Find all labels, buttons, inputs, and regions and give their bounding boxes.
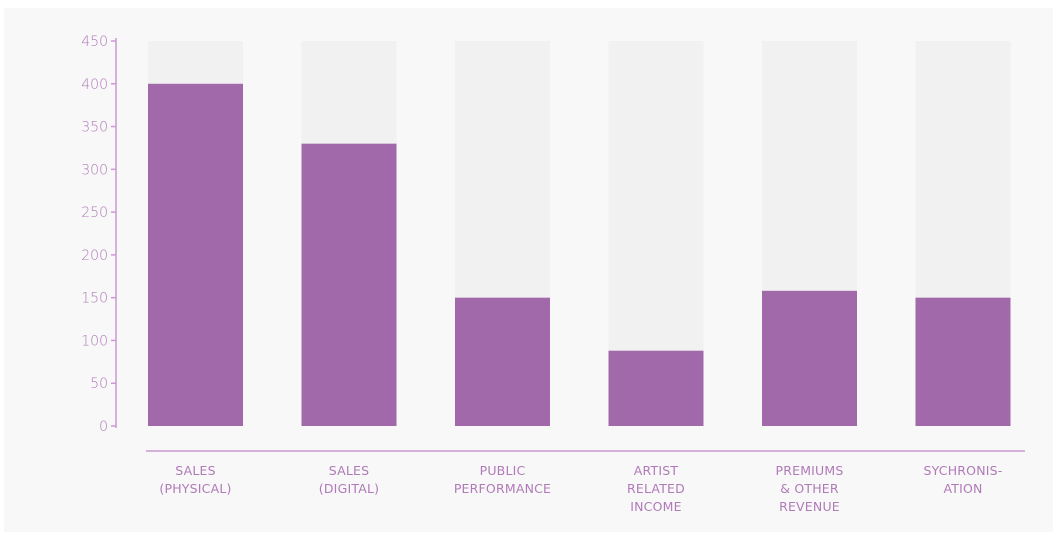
x-category-label: PUBLIC PERFORMANCE [454,463,551,496]
y-tick-label: 300 [81,162,108,178]
y-tick-label: 350 [81,120,108,136]
track-layer [148,41,1011,426]
x-category-label-line: (DIGITAL) [319,481,379,496]
y-tick-label: 250 [81,205,108,221]
bar [915,297,1011,426]
bars-layer [148,83,1011,427]
x-category-label-line: RELATED [627,481,685,496]
x-category-labels: SALES (PHYSICAL) SALES (DIGITAL) PUBLIC PERFO… [159,463,1002,514]
y-tick-label: 100 [81,333,108,349]
y-tick-label: 200 [81,248,108,264]
bar-chart: 0 50 100 150 200 250 300 350 400 450 SALES (PHYSIC… [81,34,1025,514]
x-category-label-line: REVENUE [779,499,840,514]
bar [455,297,550,426]
chart-panel: 0 50 100 150 200 250 300 350 400 450 SALES (PHYSIC… [4,8,1053,532]
axis-layer [111,38,1025,452]
y-tick-label: 450 [81,34,108,50]
y-tick-labels: 0 50 100 150 200 250 300 350 400 450 [81,34,108,435]
x-category-label: ARTIST RELATED INCOME [627,463,685,514]
x-category-label-line: SYCHRONIS- [923,463,1002,478]
y-tick-label: 150 [81,291,108,307]
x-category-label: SYCHRONIS- ATION [923,463,1002,496]
y-tick-label: 400 [81,77,108,93]
x-category-label-line: INCOME [630,499,682,514]
x-category-label-line: (PHYSICAL) [159,481,231,496]
x-category-label-line: ATION [943,481,982,496]
x-category-label-line: & OTHER [780,481,839,496]
x-category-label-line: SALES [329,463,370,478]
x-category-label: PREMIUMS & OTHER REVENUE [775,463,843,514]
x-category-label-line: PUBLIC [480,463,526,478]
x-category-label-line: PERFORMANCE [454,481,551,496]
x-category-label-line: PREMIUMS [775,463,843,478]
bar [301,143,397,426]
x-category-label: SALES (PHYSICAL) [159,463,231,496]
x-category-label-line: SALES [175,463,216,478]
y-tick-label: 0 [99,419,108,435]
x-category-label: SALES (DIGITAL) [319,463,379,496]
bar [148,83,243,427]
bar [762,290,857,426]
x-category-label-line: ARTIST [634,463,679,478]
bar [608,350,704,426]
y-tick-label: 50 [90,376,108,392]
